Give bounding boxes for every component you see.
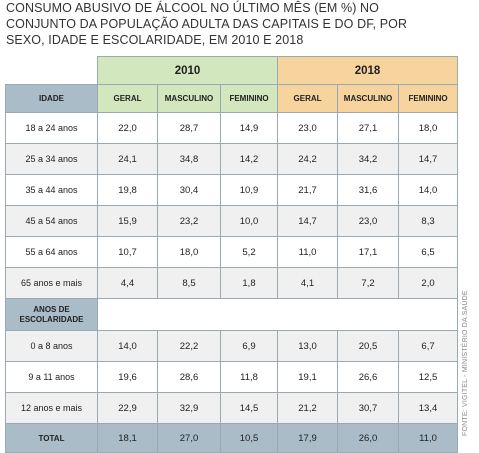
value-cell: 23,0 — [277, 112, 339, 144]
value-cell: 12,5 — [398, 361, 459, 393]
column-header-masculino-2018: MASCULINO — [337, 84, 400, 113]
table-row: 45 a 54 anos 15,9 23,2 10,0 14,7 23,0 8,3 — [5, 205, 459, 237]
value-cell: 11,0 — [398, 423, 459, 453]
row-label: 0 a 8 anos — [5, 330, 98, 362]
value-cell: 30,7 — [337, 392, 400, 424]
value-cell: 18,0 — [398, 112, 459, 144]
value-cell: 8,3 — [398, 205, 459, 237]
value-cell: 24,2 — [277, 143, 339, 175]
table-row: 65 anos e mais 4,4 8,5 1,8 4,1 7,2 2,0 — [5, 267, 459, 299]
row-label: 55 a 64 anos — [5, 236, 98, 268]
value-cell: 13,0 — [277, 330, 339, 362]
value-cell: 11,0 — [277, 236, 339, 268]
value-cell: 6,7 — [398, 330, 459, 362]
value-cell: 18,0 — [157, 236, 221, 268]
column-header-feminino-2010: FEMININO — [219, 84, 279, 113]
value-cell: 14,9 — [219, 112, 279, 144]
value-cell: 14,7 — [277, 205, 339, 237]
table-row: 12 anos e mais 22,9 32,9 14,5 21,2 30,7 13,4 — [5, 392, 459, 424]
table-row: 25 a 34 anos 24,1 34,8 14,2 24,2 34,2 14,7 — [5, 143, 459, 175]
value-cell: 28,7 — [157, 112, 221, 144]
value-cell: 34,2 — [337, 143, 400, 175]
year-header-2010: 2010 — [96, 56, 279, 85]
value-cell: 10,0 — [219, 205, 279, 237]
row-label: 35 a 44 anos — [5, 174, 98, 206]
table-row: 18 a 24 anos 22,0 28,7 14,9 23,0 27,1 18,0 — [5, 112, 459, 144]
value-cell: 5,2 — [219, 236, 279, 268]
row-label: 12 anos e mais — [5, 392, 98, 424]
value-cell: 21,2 — [277, 392, 339, 424]
column-header-geral-2010: GERAL — [97, 84, 158, 113]
value-cell: 15,9 — [97, 205, 158, 237]
value-cell: 14,2 — [219, 143, 279, 175]
value-cell: 8,5 — [157, 267, 221, 299]
section-label: ANOS DE ESCOLARIDADE — [5, 298, 98, 331]
value-cell: 27,1 — [337, 112, 400, 144]
column-header-feminino-2018: FEMININO — [398, 84, 459, 113]
value-cell: 31,6 — [337, 174, 400, 206]
value-cell: 13,4 — [398, 392, 459, 424]
section-row: ANOS DE ESCOLARIDADE — [5, 298, 459, 331]
value-cell: 14,0 — [398, 174, 459, 206]
row-label: 65 anos e mais — [5, 267, 98, 299]
value-cell: 14,5 — [219, 392, 279, 424]
value-cell: 6,9 — [219, 330, 279, 362]
row-label: 9 a 11 anos — [5, 361, 98, 393]
value-cell: 10,9 — [219, 174, 279, 206]
value-cell: 23,0 — [337, 205, 400, 237]
value-cell: 22,9 — [97, 392, 158, 424]
value-cell: 2,0 — [398, 267, 459, 299]
value-cell: 26,6 — [337, 361, 400, 393]
value-cell: 34,8 — [157, 143, 221, 175]
value-cell: 22,0 — [97, 112, 158, 144]
source-credit: FONTE: VIGITEL - MINISTÉRIO DA SAÚDE — [462, 290, 469, 436]
value-cell: 7,2 — [337, 267, 400, 299]
value-cell: 19,8 — [97, 174, 158, 206]
column-header-idade: IDADE — [5, 84, 98, 113]
row-label: 25 a 34 anos — [5, 143, 98, 175]
row-label: 18 a 24 anos — [5, 112, 98, 144]
value-cell: 10,7 — [97, 236, 158, 268]
header-blank — [6, 57, 98, 85]
value-cell: 4,1 — [277, 267, 339, 299]
value-cell: 19,6 — [97, 361, 158, 393]
value-cell: 19,1 — [277, 361, 339, 393]
table-row: 55 a 64 anos 10,7 18,0 5,2 11,0 17,1 6,5 — [5, 236, 459, 268]
table-row: 9 a 11 anos 19,6 28,6 11,8 19,1 26,6 12,5 — [5, 361, 459, 393]
value-cell: 11,8 — [219, 361, 279, 393]
value-cell: 18,1 — [97, 423, 158, 453]
value-cell: 20,5 — [337, 330, 400, 362]
value-cell: 22,2 — [157, 330, 221, 362]
value-cell: 14,7 — [398, 143, 459, 175]
value-cell: 32,9 — [157, 392, 221, 424]
value-cell: 1,8 — [219, 267, 279, 299]
value-cell: 21,7 — [277, 174, 339, 206]
table-title: CONSUMO ABUSIVO DE ÁLCOOL NO ÚLTIMO MÊS … — [6, 1, 408, 47]
value-cell: 14,0 — [97, 330, 158, 362]
row-label: 45 a 54 anos — [5, 205, 98, 237]
table-row: 0 a 8 anos 14,0 22,2 6,9 13,0 20,5 6,7 — [5, 330, 459, 362]
value-cell: 6,5 — [398, 236, 459, 268]
total-row: TOTAL 18,1 27,0 10,5 17,9 26,0 11,0 — [5, 423, 459, 453]
value-cell: 17,1 — [337, 236, 400, 268]
value-cell: 27,0 — [157, 423, 221, 453]
row-label: TOTAL — [5, 423, 98, 453]
value-cell: 17,9 — [277, 423, 339, 453]
data-table: 2010 2018 IDADE GERAL MASCULINO FEMININO… — [5, 56, 459, 453]
table-row: 35 a 44 anos 19,8 30,4 10,9 21,7 31,6 14,0 — [5, 174, 459, 206]
value-cell: 23,2 — [157, 205, 221, 237]
value-cell: 30,4 — [157, 174, 221, 206]
value-cell: 10,5 — [219, 423, 279, 453]
value-cell: 28,6 — [157, 361, 221, 393]
value-cell: 4,4 — [97, 267, 158, 299]
value-cell: 26,0 — [337, 423, 400, 453]
column-header-geral-2018: GERAL — [277, 84, 339, 113]
section-empty-cell — [96, 298, 459, 331]
year-header-2018: 2018 — [277, 56, 459, 85]
value-cell: 24,1 — [97, 143, 158, 175]
column-header-masculino-2010: MASCULINO — [157, 84, 221, 113]
